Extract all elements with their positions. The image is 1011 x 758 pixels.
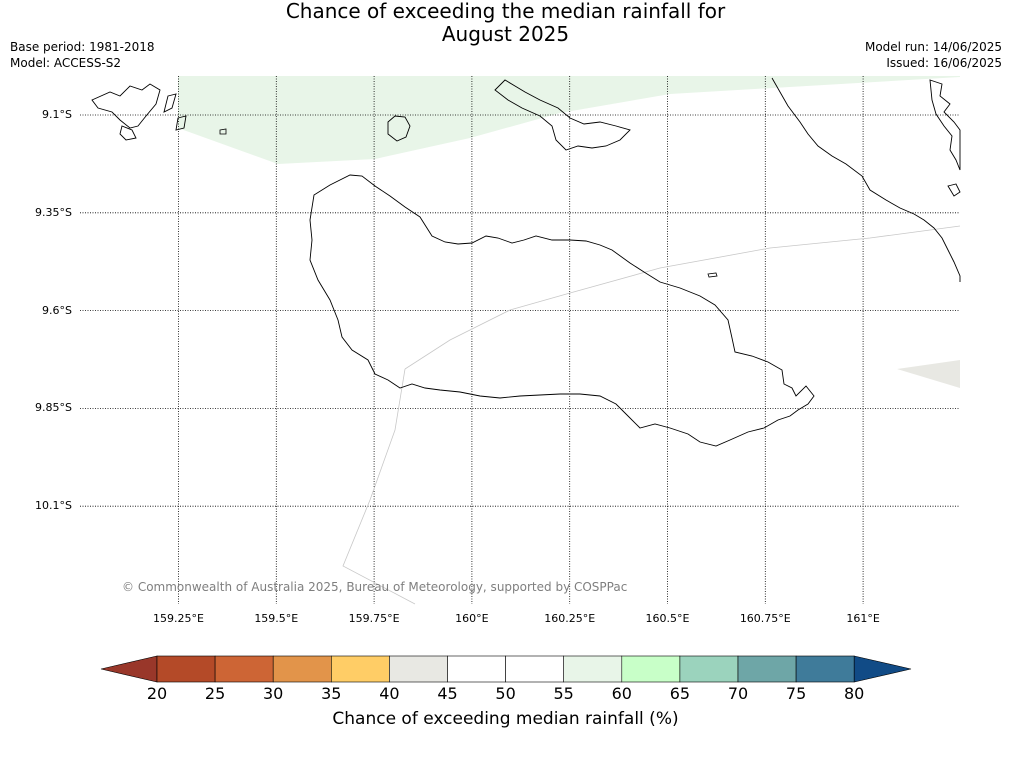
colorbar-under-arrow — [100, 655, 158, 683]
title-line-2: August 2025 — [441, 22, 570, 46]
model-name: Model: ACCESS-S2 — [10, 56, 122, 70]
colorbar-segment — [795, 655, 855, 683]
colorbar-tick: 35 — [321, 684, 342, 703]
colorbar — [100, 655, 912, 683]
east-island-fragments — [929, 79, 961, 197]
colorbar-tick: 50 — [495, 684, 516, 703]
base-period-info: Base period: 1981-2018 Model: ACCESS-S2 — [10, 39, 155, 71]
model-run-date: Model run: 14/06/2025 — [864, 40, 1002, 54]
longitude-label: 159.25°E — [153, 612, 204, 625]
colorbar-tick: 65 — [669, 684, 691, 703]
colorbar-tick: 75 — [785, 684, 807, 703]
boundary-line-south — [342, 368, 416, 605]
longitude-label: 160.75°E — [739, 612, 791, 625]
latitude-label: 9.35°S — [35, 205, 72, 219]
colorbar-tick: 80 — [844, 684, 865, 703]
northwest-islands — [91, 83, 187, 141]
colorbar-over-arrow — [853, 655, 912, 683]
north-central-islands — [494, 79, 631, 151]
colorbar-segment — [621, 655, 681, 683]
colorbar-tick: 40 — [379, 684, 400, 703]
colorbar-tick: 30 — [263, 684, 284, 703]
title-line-1: Chance of exceeding the median rainfall … — [285, 0, 726, 23]
colorbar-segment — [737, 655, 797, 683]
colorbar-tick: 25 — [204, 684, 226, 703]
grey-region-east — [897, 360, 960, 388]
issued-date: Issued: 16/06/2025 — [886, 56, 1002, 70]
small-island-north — [387, 115, 411, 142]
northeast-coastline — [771, 77, 961, 282]
latitude-gridlines — [80, 114, 960, 507]
colorbar-segment — [679, 655, 739, 683]
latitude-label: 9.6°S — [42, 303, 72, 317]
longitude-gridlines — [178, 76, 864, 604]
colorbar-label: Chance of exceeding median rainfall (%) — [332, 709, 679, 729]
longitude-label: 161°E — [846, 612, 880, 625]
longitude-label: 160.25°E — [544, 612, 596, 625]
latitude-label: 9.1°S — [42, 108, 72, 121]
copyright-notice: © Commonwealth of Australia 2025, Bureau… — [122, 580, 628, 594]
colorbar-tick: 20 — [146, 684, 168, 703]
base-period: Base period: 1981-2018 — [10, 40, 155, 54]
longitude-label: 159.75°E — [348, 612, 400, 625]
colorbar-segment — [447, 655, 506, 683]
colorbar-segment — [505, 655, 565, 683]
colorbar-tick: 55 — [553, 684, 574, 703]
colorbar-segment — [272, 655, 332, 683]
islet-east — [707, 272, 718, 278]
islet-west — [219, 128, 227, 135]
colorbar-segment — [389, 655, 448, 683]
latitude-label: 10.1°S — [35, 499, 72, 513]
model-run-info: Model run: 14/06/2025 Issued: 16/06/2025 — [865, 39, 1002, 71]
colorbar-segment — [563, 655, 623, 683]
colorbar-segment — [214, 655, 274, 683]
colorbar-tick: 70 — [727, 684, 749, 703]
latitude-label: 9.85°S — [35, 401, 72, 415]
longitude-label: 160°E — [455, 612, 489, 625]
longitude-label: 160.5°E — [645, 612, 690, 625]
colorbar-segment — [156, 655, 216, 683]
boundary-line — [404, 225, 961, 370]
colorbar-tick: 45 — [437, 684, 458, 703]
colorbar-tick: 60 — [611, 684, 632, 703]
longitude-label: 159.5°E — [254, 612, 299, 625]
main-island-coastline — [309, 174, 815, 447]
colorbar-segment — [330, 655, 390, 683]
green-region-north — [178, 76, 960, 164]
map-title: Chance of exceeding the median rainfall … — [0, 0, 1011, 46]
